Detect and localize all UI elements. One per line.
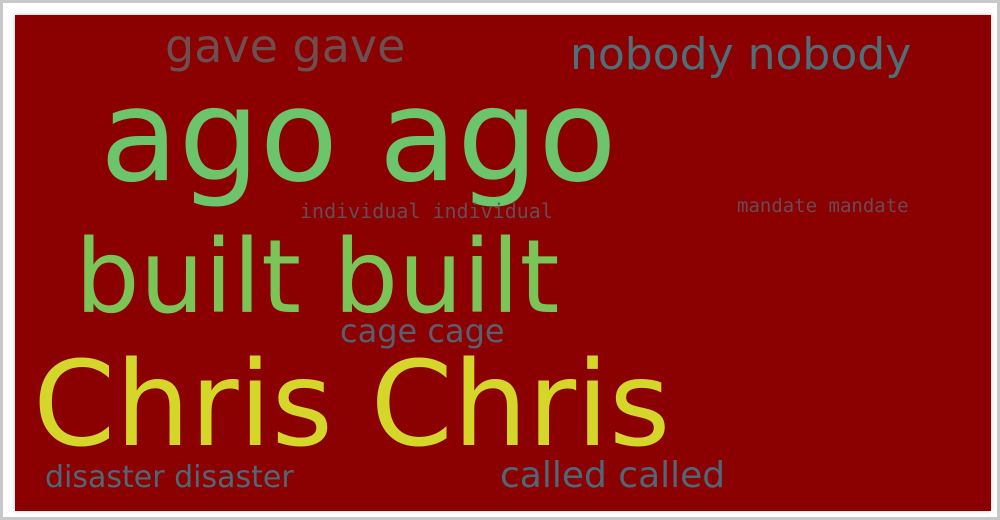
word-disaster: disaster disaster [45, 460, 294, 495]
word-cloud: gave gave nobody nobody ago ago individu… [15, 15, 991, 511]
word-built: built built [75, 218, 560, 337]
word-nobody: nobody nobody [570, 29, 912, 80]
word-chris: Chris Chris [33, 335, 671, 473]
word-individual: individual individual [300, 199, 553, 223]
word-ago: ago ago [100, 62, 617, 211]
word-mandate: mandate mandate [737, 195, 909, 217]
word-cage: cage cage [340, 312, 505, 350]
word-gave: gave gave [165, 19, 406, 73]
word-called: called called [500, 455, 726, 496]
